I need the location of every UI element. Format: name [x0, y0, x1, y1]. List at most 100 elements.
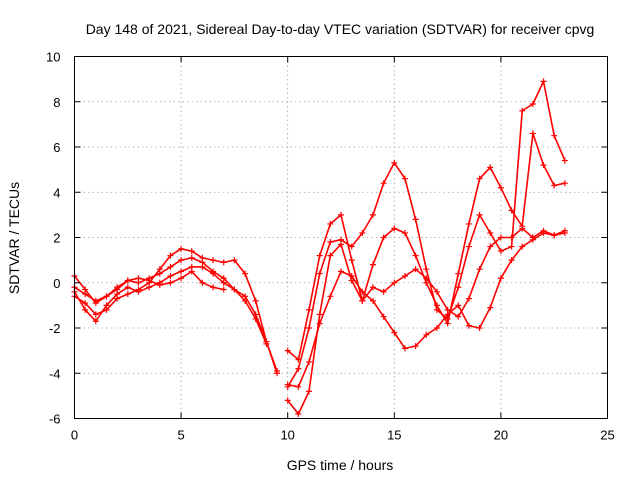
- data-point: [231, 257, 238, 264]
- data-point: [380, 234, 387, 241]
- data-point: [465, 220, 472, 227]
- y-tick-label: 2: [53, 231, 60, 246]
- y-tick-label: 4: [53, 185, 60, 200]
- data-point: [167, 263, 174, 270]
- data-point: [327, 220, 334, 227]
- data-point: [519, 243, 526, 250]
- x-tick-label: 0: [71, 428, 78, 443]
- data-point: [199, 263, 206, 270]
- data-point: [519, 107, 526, 114]
- data-point: [306, 358, 313, 365]
- data-series: [71, 78, 568, 417]
- data-point: [391, 329, 398, 336]
- data-point: [252, 297, 259, 304]
- data-point: [508, 243, 515, 250]
- data-point: [551, 132, 558, 139]
- data-point: [295, 410, 302, 417]
- data-point: [487, 304, 494, 311]
- data-point: [231, 286, 238, 293]
- data-point: [412, 252, 419, 259]
- data-point: [103, 302, 110, 309]
- data-point: [529, 234, 536, 241]
- data-point: [295, 365, 302, 372]
- series-track-4: [71, 268, 227, 304]
- data-point: [433, 306, 440, 313]
- series-track-2: [71, 254, 270, 347]
- data-point: [284, 347, 291, 354]
- data-point: [178, 245, 185, 252]
- data-point: [487, 229, 494, 236]
- data-point: [199, 279, 206, 286]
- data-point: [465, 322, 472, 329]
- data-point: [295, 383, 302, 390]
- y-tick-label: 8: [53, 95, 60, 110]
- data-point: [455, 313, 462, 320]
- data-point: [316, 270, 323, 277]
- series-track-6: [284, 225, 568, 417]
- y-tick-label: 10: [46, 50, 60, 65]
- data-point: [465, 295, 472, 302]
- data-point: [167, 279, 174, 286]
- data-point: [167, 272, 174, 279]
- x-tick-label: 15: [387, 428, 401, 443]
- data-point: [391, 159, 398, 166]
- data-point: [327, 293, 334, 300]
- data-point: [359, 229, 366, 236]
- data-point: [391, 225, 398, 232]
- data-point: [103, 293, 110, 300]
- chart-title: Day 148 of 2021, Sidereal Day-to-day VTE…: [86, 21, 595, 37]
- data-point: [178, 275, 185, 282]
- series-line: [287, 229, 566, 388]
- series-line: [287, 227, 566, 415]
- data-point: [306, 388, 313, 395]
- data-point: [348, 243, 355, 250]
- data-point: [82, 306, 89, 313]
- data-point: [380, 288, 387, 295]
- series-line: [74, 248, 278, 374]
- data-point: [146, 284, 153, 291]
- data-point: [210, 257, 217, 264]
- data-point: [444, 315, 451, 322]
- data-point: [369, 284, 376, 291]
- data-point: [391, 279, 398, 286]
- data-point: [412, 216, 419, 223]
- series-track-8: [284, 78, 568, 390]
- data-point: [455, 302, 462, 309]
- data-point: [242, 270, 249, 277]
- data-point: [519, 223, 526, 230]
- data-point: [412, 266, 419, 273]
- data-point: [423, 331, 430, 338]
- data-point: [92, 297, 99, 304]
- y-tick-label: -2: [49, 321, 61, 336]
- data-point: [401, 229, 408, 236]
- data-point: [338, 268, 344, 275]
- data-point: [433, 325, 440, 331]
- data-point: [540, 162, 547, 169]
- data-point: [252, 311, 259, 318]
- data-point: [114, 286, 121, 293]
- data-point: [327, 239, 334, 246]
- data-point: [487, 164, 494, 171]
- data-point: [551, 232, 558, 239]
- data-point: [497, 234, 504, 241]
- y-tick-label: 6: [53, 140, 60, 155]
- x-axis-label: GPS time / hours: [287, 457, 394, 473]
- data-point: [188, 248, 195, 255]
- data-point: [497, 275, 504, 282]
- data-point: [188, 254, 195, 261]
- data-point: [561, 157, 568, 164]
- data-point: [124, 291, 131, 298]
- data-point: [156, 270, 163, 277]
- y-tick-label: 0: [53, 276, 60, 291]
- data-point: [263, 338, 270, 345]
- data-point: [210, 270, 217, 277]
- x-tick-label: 10: [280, 428, 294, 443]
- data-point: [369, 297, 376, 304]
- data-point: [188, 268, 195, 275]
- data-point: [242, 293, 249, 300]
- data-point: [529, 101, 536, 108]
- x-tick-label: 5: [177, 428, 184, 443]
- series-track-5: [284, 227, 568, 390]
- data-point: [327, 252, 334, 259]
